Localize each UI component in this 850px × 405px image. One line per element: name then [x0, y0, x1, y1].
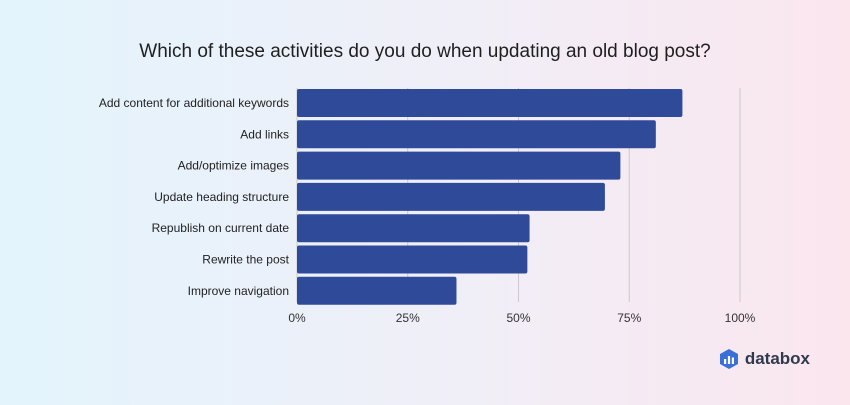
category-label: Improve navigation: [188, 284, 289, 298]
bar-6: [297, 276, 457, 305]
x-tick-label: 0%: [288, 311, 306, 325]
chart-title: Which of these activities do you do when…: [139, 41, 710, 62]
category-label: Add links: [240, 127, 289, 141]
x-tick-labels: 0% 25% 50% 75% 100%: [288, 311, 755, 325]
bar-4: [297, 214, 530, 243]
bar-0: [297, 89, 683, 117]
category-label: Update heading structure: [154, 190, 289, 204]
databox-logo-icon: [719, 349, 738, 369]
bar-5: [297, 245, 528, 274]
category-labels: Add content for additional keywords Add l…: [99, 96, 290, 298]
x-tick-label: 50%: [506, 311, 530, 325]
brand-name: databox: [744, 349, 810, 368]
bar-2: [297, 151, 621, 180]
x-tick-label: 75%: [617, 311, 641, 325]
category-label: Add/optimize images: [178, 159, 289, 173]
x-tick-label: 100%: [725, 311, 756, 325]
brand-logo: databox: [719, 348, 810, 370]
category-label: Rewrite the post: [202, 253, 289, 267]
category-label: Add content for additional keywords: [99, 96, 289, 110]
bar-3: [297, 182, 605, 211]
category-label: Republish on current date: [152, 221, 290, 235]
bars: [297, 89, 683, 305]
x-tick-label: 25%: [396, 311, 420, 325]
bar-1: [297, 120, 656, 149]
